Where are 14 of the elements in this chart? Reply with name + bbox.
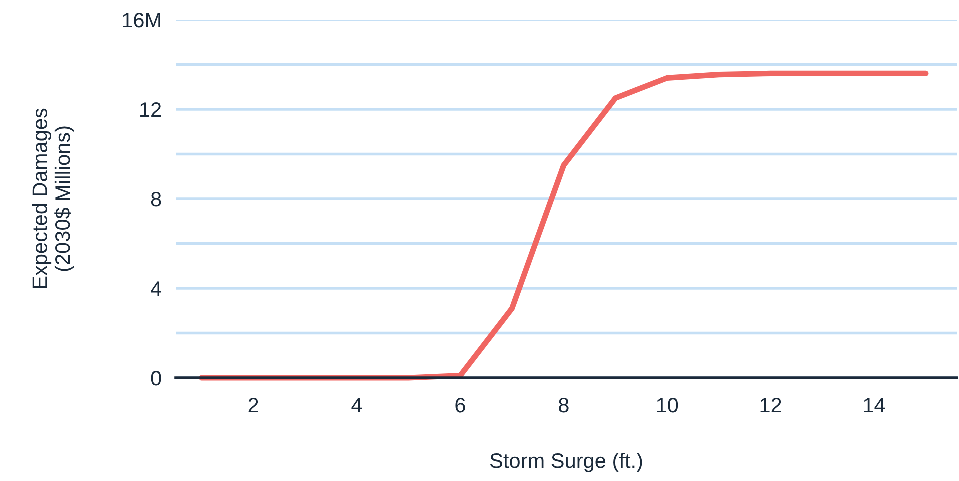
x-tick-label: 2 <box>248 398 258 413</box>
x-tick-label: 8 <box>559 398 569 413</box>
y-tick-label: 16M <box>123 13 160 28</box>
y-tick-label: 8 <box>151 192 162 207</box>
x-tick-label: 12 <box>760 398 782 413</box>
x-tick-label: 14 <box>864 398 886 413</box>
x-tick-label: 10 <box>657 398 678 413</box>
y-tick-label: 0 <box>151 371 162 386</box>
x-tick-label: 4 <box>352 398 362 413</box>
y-axis-title: Expected Damages (2030$ Millions) <box>32 108 74 288</box>
y-tick-label: 4 <box>151 282 162 296</box>
x-axis-title: Storm Surge (ft.) <box>490 452 642 472</box>
y-tick-label: 12 <box>140 102 162 118</box>
x-tick-label: 6 <box>456 398 466 413</box>
